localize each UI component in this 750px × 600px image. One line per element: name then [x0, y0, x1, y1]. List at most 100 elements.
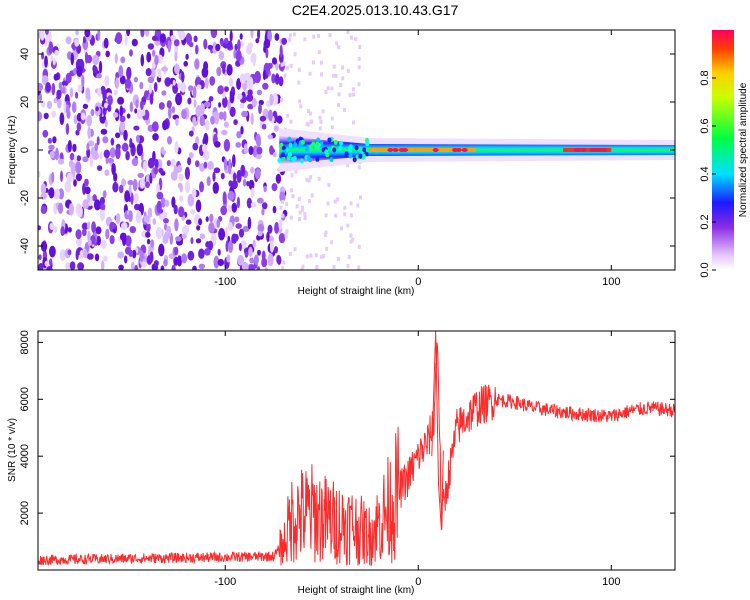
noise-blob — [99, 208, 105, 221]
noise-blob — [41, 75, 49, 86]
noise-blob — [175, 92, 183, 106]
noise-blob — [188, 85, 194, 92]
colorbar: 0.0 0.2 0.4 0.6 0.8 Normalized spectral ampl… — [699, 30, 749, 278]
noise-speck — [346, 223, 350, 228]
noise-blob — [236, 196, 241, 209]
noise-speck — [284, 232, 288, 237]
noise-blob — [175, 118, 179, 126]
noise-blob — [210, 30, 218, 39]
noise-blob — [53, 73, 59, 81]
noise-region — [38, 30, 362, 270]
noise-blob — [218, 228, 226, 241]
noise-blob — [86, 147, 91, 159]
noise-blob — [39, 30, 45, 41]
noise-blob — [237, 39, 241, 51]
noise-speck — [308, 199, 311, 203]
noise-speck — [330, 86, 334, 91]
noise-blob — [233, 119, 238, 126]
noise-blob — [56, 89, 62, 100]
noise-blob — [187, 97, 192, 105]
noise-speck — [282, 61, 286, 66]
noise-blob — [170, 158, 176, 168]
noise-blob — [229, 30, 233, 42]
noise-blob — [233, 49, 237, 59]
noise-speck — [356, 203, 360, 208]
noise-blob — [250, 112, 254, 125]
noise-blob — [218, 111, 224, 120]
noise-speck — [308, 71, 312, 76]
noise-speck — [297, 197, 301, 201]
noise-blob — [217, 248, 221, 256]
noise-blob — [152, 218, 157, 225]
noise-blob — [170, 35, 177, 41]
noise-speck — [327, 182, 331, 187]
noise-blob — [107, 157, 115, 164]
noise-blob — [87, 239, 92, 247]
noise-blob — [121, 142, 129, 152]
noise-blob — [140, 100, 144, 111]
noise-blob — [207, 240, 214, 251]
noise-blob — [259, 115, 267, 122]
noise-blob — [267, 109, 273, 122]
noise-blob — [87, 253, 94, 260]
noise-speck — [328, 33, 332, 38]
noise-blob — [251, 98, 257, 108]
signal-blob — [305, 146, 309, 152]
noise-blob — [222, 63, 226, 75]
noise-blob — [180, 82, 187, 93]
signal-blob — [291, 156, 296, 162]
noise-blob — [190, 237, 194, 245]
noise-blob — [192, 86, 197, 99]
noise-speck — [315, 265, 319, 270]
noise-blob — [75, 173, 82, 182]
noise-speck — [335, 41, 339, 46]
signal-blob — [295, 138, 300, 144]
noise-blob — [115, 213, 121, 224]
noise-blob — [105, 228, 110, 240]
noise-blob — [250, 187, 255, 198]
noise-blob — [273, 125, 279, 132]
noise-blob — [103, 149, 111, 159]
noise-blob — [206, 176, 211, 187]
noise-blob — [156, 191, 164, 200]
noise-blob — [178, 206, 185, 218]
noise-blob — [220, 205, 228, 216]
noise-blob — [107, 95, 113, 106]
noise-blob — [154, 158, 159, 169]
noise-blob — [240, 240, 247, 250]
noise-blob — [81, 74, 85, 88]
noise-speck — [330, 116, 334, 121]
noise-blob — [203, 161, 208, 169]
noise-blob — [141, 261, 148, 268]
noise-blob — [65, 104, 70, 115]
noise-blob — [203, 101, 211, 108]
noise-blob — [269, 93, 274, 106]
noise-blob — [204, 77, 209, 89]
noise-blob — [224, 226, 229, 238]
noise-blob — [200, 103, 205, 115]
noise-speck — [309, 253, 313, 258]
noise-blob — [171, 106, 176, 114]
noise-blob — [113, 112, 119, 118]
noise-blob — [69, 152, 75, 161]
noise-blob — [76, 112, 82, 122]
noise-speck — [351, 237, 355, 242]
noise-blob — [146, 238, 151, 245]
noise-blob — [58, 81, 63, 90]
noise-blob — [178, 30, 186, 41]
noise-speck — [339, 83, 343, 88]
noise-blob — [227, 240, 234, 253]
noise-blob — [247, 89, 253, 97]
peak-amplitude-streak — [370, 148, 477, 152]
noise-blob — [160, 197, 166, 208]
noise-blob — [173, 165, 178, 177]
noise-blob — [145, 181, 150, 188]
noise-blob — [153, 167, 159, 175]
noise-speck — [303, 37, 307, 42]
noise-blob — [246, 197, 252, 209]
noise-blob — [229, 106, 236, 118]
noise-blob — [90, 109, 95, 117]
noise-blob — [92, 54, 100, 66]
noise-blob — [190, 209, 196, 215]
noise-blob — [71, 101, 77, 113]
